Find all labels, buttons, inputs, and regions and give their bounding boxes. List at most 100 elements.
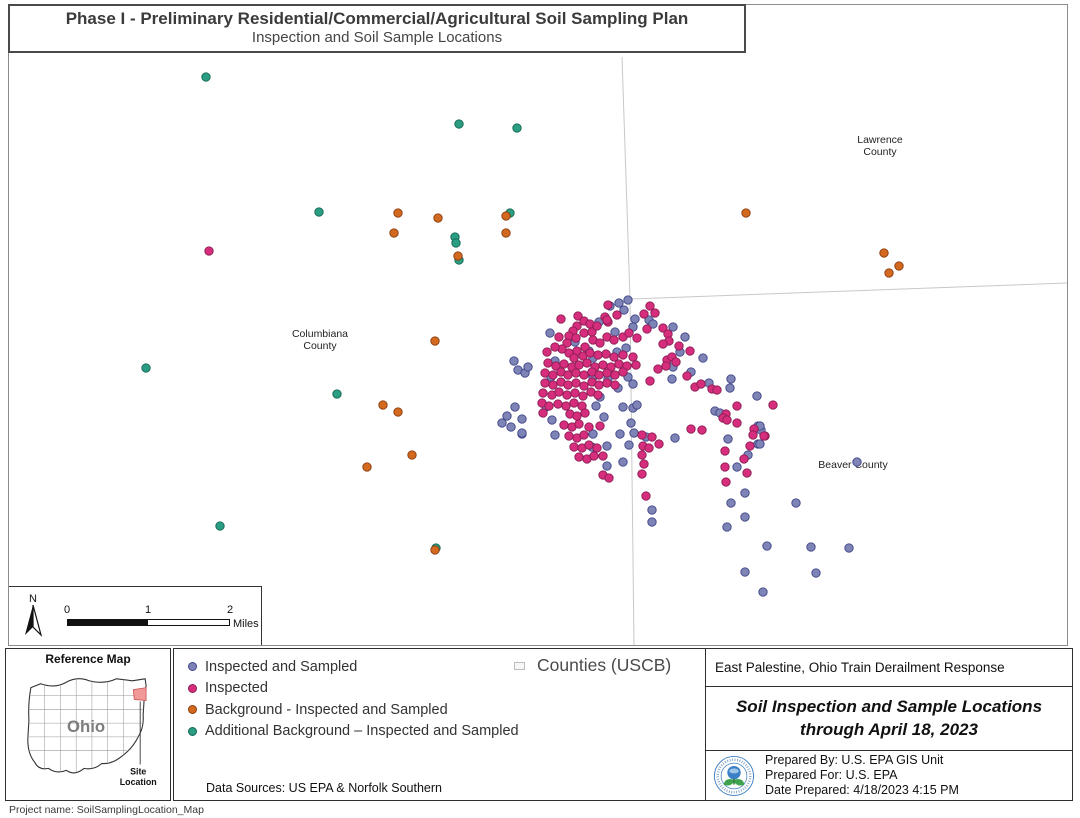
map-point-inspected — [584, 422, 594, 432]
map-point-inspected — [671, 357, 681, 367]
map-point-inspected — [559, 359, 569, 369]
counties-legend-label: Counties (USCB) — [537, 655, 672, 675]
map-svg: Lawrence County Columbiana County Beaver Cou… — [141, 56, 1067, 645]
map-point-inspected — [602, 315, 612, 325]
map-point-inspected_sampled — [758, 587, 768, 597]
map-point-inspected_sampled — [626, 418, 636, 428]
north-arrow-icon: N — [25, 593, 43, 638]
county-label: Lawrence County — [857, 134, 903, 158]
prepared-by: Prepared By: U.S. EPA GIS Unit — [765, 753, 944, 767]
map-point-inspected — [644, 443, 654, 453]
map-point-inspected — [559, 420, 569, 430]
map-point-inspected — [544, 401, 554, 411]
map-point-inspected_sampled — [624, 440, 634, 450]
map-point-inspected — [768, 400, 778, 410]
map-point-inspected — [601, 349, 611, 359]
map-point-background — [433, 213, 443, 223]
map-point-background — [407, 450, 417, 460]
map-point-inspected_sampled — [740, 567, 750, 577]
map-point-inspected_sampled — [509, 356, 519, 366]
map-point-inspected — [204, 246, 214, 256]
map-point-background — [453, 251, 463, 261]
legend-dot-inspected_sampled — [188, 662, 197, 672]
bottom-panel: Reference Map — [5, 648, 1073, 801]
map-point-inspected — [661, 361, 671, 371]
map-point-inspected — [603, 300, 613, 310]
map-point-inspected_sampled — [591, 401, 601, 411]
map-point-inspected_sampled — [615, 429, 625, 439]
map-point-inspected — [571, 333, 581, 343]
map-point-inspected_sampled — [623, 295, 633, 305]
map-point-inspected — [598, 360, 608, 370]
county-label: Columbiana County — [292, 328, 348, 352]
map-point-inspected_sampled — [732, 462, 742, 472]
map-point-inspected — [579, 328, 589, 338]
map-point-inspected — [550, 342, 560, 352]
map-point-inspected — [612, 310, 622, 320]
map-point-inspected — [548, 370, 558, 380]
map-point-inspected — [582, 358, 592, 368]
map-point-background — [501, 211, 511, 221]
map-point-background — [430, 336, 440, 346]
map-point-inspected — [696, 379, 706, 389]
map-point-background — [393, 407, 403, 417]
map-point-inspected — [721, 477, 731, 487]
map-frame: Lawrence County Columbiana County Beaver Cou… — [8, 4, 1068, 646]
map-point-inspected — [579, 430, 589, 440]
map-point-inspected — [641, 491, 651, 501]
legend-item-additional_background: Additional Background – Inspected and Sa… — [188, 721, 519, 743]
map-point-inspected — [720, 462, 730, 472]
map-point-inspected — [674, 341, 684, 351]
map-point-inspected — [742, 468, 752, 478]
map-point-inspected_sampled — [726, 374, 736, 384]
page-title: Phase I - Preliminary Residential/Commer… — [65, 9, 689, 28]
map-point-inspected — [642, 324, 652, 334]
map-point-inspected — [609, 335, 619, 345]
map-point-background — [884, 268, 894, 278]
date-prepared: Date Prepared: 4/18/2023 4:15 PM — [765, 783, 959, 797]
reference-map-title: Reference Map — [45, 652, 131, 666]
map-point-inspected_sampled — [618, 402, 628, 412]
scale-tick-1: 1 — [144, 604, 152, 616]
legend-label-background: Background - Inspected and Sampled — [205, 701, 448, 718]
map-point-inspected — [647, 432, 657, 442]
map-point-inspected_sampled — [723, 434, 733, 444]
map-point-inspected — [658, 339, 668, 349]
info-panel: East Palestine, Ohio Train Derailment Re… — [705, 648, 1073, 801]
map-point-inspected — [739, 454, 749, 464]
map-point-background — [501, 228, 511, 238]
map-point-inspected — [624, 328, 634, 338]
legend-label-inspected: Inspected — [205, 680, 268, 697]
map-point-inspected — [595, 421, 605, 431]
prepared-row: Prepared By: U.S. EPA GIS Unit Prepared … — [706, 751, 1072, 800]
map-point-inspected_sampled — [844, 543, 854, 553]
map-point-inspected — [598, 451, 608, 461]
map-point-inspected — [580, 408, 590, 418]
map-point-inspected_sampled — [740, 512, 750, 522]
map-point-inspected — [554, 387, 564, 397]
scale-box: N 0 1 2 Miles — [9, 586, 262, 645]
map-point-inspected — [632, 333, 642, 343]
legend-items: Inspected and Sampled Inspected Background… — [188, 656, 519, 742]
map-point-inspected_sampled — [619, 305, 629, 315]
page-subtitle: Inspection and Soil Sample Locations — [251, 29, 503, 47]
map-point-inspected — [650, 308, 660, 318]
county-boundary — [629, 282, 1067, 300]
map-point-inspected — [538, 408, 548, 418]
map-point-inspected — [584, 440, 594, 450]
map-point-inspected_sampled — [523, 362, 533, 372]
map-point-inspected_sampled — [752, 391, 762, 401]
map-point-additional_background — [332, 389, 342, 399]
map-point-additional_background — [215, 521, 225, 531]
map-point-inspected — [722, 415, 732, 425]
map-point-inspected — [578, 391, 588, 401]
reference-map-box: Reference Map — [5, 648, 171, 801]
ohio-reference-map: Ohio Site Location — [27, 678, 157, 787]
map-point-inspected_sampled — [668, 322, 678, 332]
map-point-inspected_sampled — [502, 411, 512, 421]
map-point-inspected_sampled — [602, 441, 612, 451]
map-point-inspected — [556, 314, 566, 324]
map-point-inspected — [653, 364, 663, 374]
site-county-highlight — [132, 687, 147, 701]
